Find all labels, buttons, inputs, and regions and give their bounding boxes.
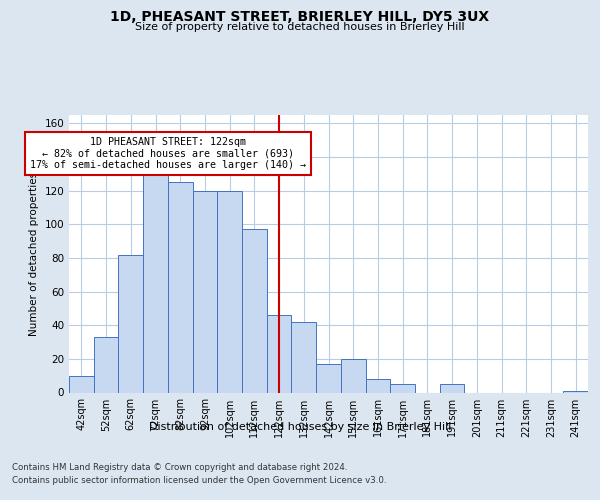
Bar: [242, 230, 267, 392]
Bar: [217, 190, 242, 392]
Bar: [193, 190, 217, 392]
Y-axis label: Number of detached properties: Number of detached properties: [29, 172, 39, 336]
Text: Contains public sector information licensed under the Open Government Licence v3: Contains public sector information licen…: [12, 476, 386, 485]
Bar: [267, 315, 292, 392]
Text: 1D PHEASANT STREET: 122sqm
← 82% of detached houses are smaller (693)
17% of sem: 1D PHEASANT STREET: 122sqm ← 82% of deta…: [30, 137, 306, 170]
Bar: [563, 391, 588, 392]
Bar: [94, 337, 118, 392]
Bar: [69, 376, 94, 392]
Bar: [118, 254, 143, 392]
Text: Distribution of detached houses by size in Brierley Hill: Distribution of detached houses by size …: [149, 422, 451, 432]
Bar: [390, 384, 415, 392]
Text: Size of property relative to detached houses in Brierley Hill: Size of property relative to detached ho…: [135, 22, 465, 32]
Bar: [143, 174, 168, 392]
Text: Contains HM Land Registry data © Crown copyright and database right 2024.: Contains HM Land Registry data © Crown c…: [12, 462, 347, 471]
Bar: [365, 379, 390, 392]
Bar: [440, 384, 464, 392]
Bar: [316, 364, 341, 392]
Text: 1D, PHEASANT STREET, BRIERLEY HILL, DY5 3UX: 1D, PHEASANT STREET, BRIERLEY HILL, DY5 …: [110, 10, 490, 24]
Bar: [292, 322, 316, 392]
Bar: [341, 359, 365, 392]
Bar: [168, 182, 193, 392]
